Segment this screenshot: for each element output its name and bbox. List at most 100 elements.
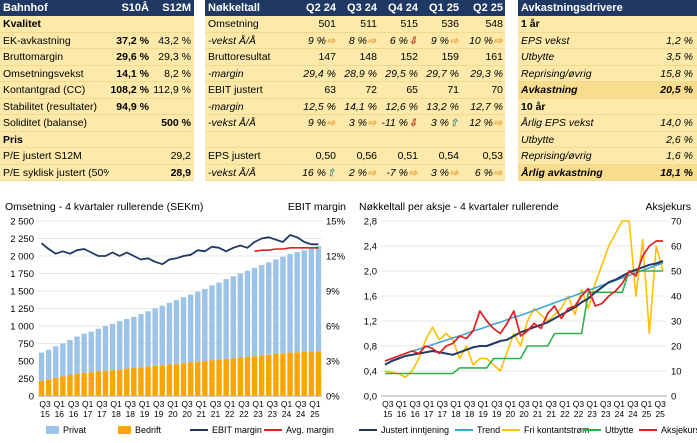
key-figure-cell: 2 %⇨ [336, 165, 377, 181]
key-figure-row: -margin 12,5 % 14,1 % 12,6 % 13,2 % 12,7 % [205, 99, 505, 115]
return-driver-label: Utbytte [521, 51, 555, 63]
quality-table-header: Bahnhof S10Å S12M [0, 0, 194, 16]
pershare-x-tick: Q3 [546, 399, 558, 409]
return-driver-row: 10 år [518, 99, 697, 115]
quality-row-label: EK-avkastning [3, 34, 71, 47]
bar-privat [131, 316, 137, 368]
key-figure-value: 29,3 % [470, 67, 503, 80]
arrow-right-icon: ⇨ [493, 118, 503, 129]
return-drivers-table: Avkastningsdrivere 1 år EPS vekst 1,2 % Utb… [518, 0, 697, 181]
return-driver-value: 2,6 % [666, 133, 693, 146]
pershare-y-tick: 2,0 [364, 267, 377, 278]
key-figure-value: 159 [441, 51, 459, 63]
return-driver-label: Reprising/øvrig [521, 67, 592, 80]
revenue-x-tick: Q3 [96, 399, 108, 409]
revenue-y-tick: 2 500 [10, 217, 34, 228]
key-figure-value: 70 [491, 84, 503, 96]
key-figure-value: 148 [359, 51, 377, 63]
per-share-chart: Nøkkeltall per aksje - 4 kvartaler rulle… [355, 200, 697, 438]
revenue-x-tick: Q1 [196, 399, 208, 409]
bar-privat [74, 336, 80, 374]
per-share-chart-svg: 0,0 0,4 0,8 1,2 1,6 2,0 2,4 2,8 0 10 20 30 40 50 60 70 Q… [359, 217, 697, 435]
company-name: Bahnhof [3, 2, 48, 14]
arrow-right-icon: ⇨ [367, 118, 377, 129]
bar-bedrift [280, 353, 286, 396]
pershare-y2-tick: 50 [671, 267, 682, 278]
col-q2-24: Q2 24 [306, 2, 336, 14]
key-figure-cell: 29,3 % [459, 66, 503, 82]
bar-bedrift [53, 377, 59, 396]
bar-bedrift [237, 357, 244, 396]
col-s12m: S12M [162, 2, 191, 14]
return-driver-value: 20,5 % [660, 84, 693, 96]
key-figure-cell [459, 132, 503, 148]
key-figure-value: 0,51 [397, 150, 418, 162]
key-figure-cell [336, 132, 377, 148]
bar-bedrift [45, 379, 52, 396]
revenue-x-tick-year: 22 [225, 409, 235, 419]
pershare-x-tick: Q1 [505, 399, 517, 409]
quality-row-s10a [109, 16, 149, 32]
revenue-x-tick-year: 23 [253, 409, 263, 419]
key-figure-row: -vekst Å/Å 16 %⇧ 2 %⇨ -7 %⇨ 3 %⇨ 6 %⇨ [205, 165, 505, 181]
pershare-x-tick-year: 16 [397, 409, 407, 419]
quality-row-s12m: 43,2 % [158, 34, 191, 47]
arrow-right-icon: ⇨ [493, 167, 503, 179]
revenue-x-tick-year: 20 [182, 409, 192, 419]
pershare-x-tick-year: 24 [615, 409, 625, 419]
pershare-x-tick: Q3 [382, 399, 394, 409]
bar-privat [251, 267, 258, 357]
key-figure-value: 2 % [348, 166, 367, 179]
key-figure-value: 12,5 % [303, 100, 336, 113]
key-figure-value: 10 % [469, 34, 493, 47]
revenue-x-tick: Q3 [68, 399, 80, 409]
bar-privat [294, 252, 300, 353]
bar-privat [53, 346, 59, 378]
bar-privat [202, 288, 208, 361]
pershare-legend-label: Aksjekurs [661, 425, 697, 435]
bar-privat [187, 294, 194, 363]
revenue-x-tick-year: 18 [126, 409, 136, 419]
key-figure-cell: 9 %⇨ [296, 115, 336, 131]
col-q1-25: Q1 25 [429, 2, 459, 14]
quality-row-s12m: 28,9 [170, 166, 191, 179]
return-driver-label: Reprising/øvrig [521, 150, 592, 162]
col-q2-25: Q2 25 [473, 2, 503, 14]
key-figure-value: 63 [324, 84, 336, 96]
bar-privat [45, 349, 52, 380]
revenue-legend-label: Bedrift [135, 425, 162, 435]
revenue-x-tick: Q1 [167, 399, 179, 409]
quality-row-label: Pris [3, 133, 23, 146]
pershare-legend-label: Trend [477, 425, 500, 435]
key-figure-cell: 29,7 % [418, 66, 459, 82]
key-figure-value: 29,7 % [426, 67, 459, 80]
bar-bedrift [81, 372, 87, 396]
key-figure-value: -11 % [381, 117, 408, 129]
pershare-x-tick-year: 15 [383, 409, 393, 419]
return-driver-row: Utbytte 2,6 % [518, 132, 697, 148]
key-figure-value: 13,2 % [426, 100, 459, 113]
key-figure-value: 28,9 % [344, 67, 377, 80]
arrow-right-icon: ⇨ [408, 167, 418, 179]
arrow-right-icon: ⇨ [449, 167, 459, 179]
key-figure-cell: 0,54 [418, 148, 459, 164]
revenue-x-tick: Q3 [153, 399, 165, 409]
key-figure-cell: 3 %⇨ [418, 165, 459, 181]
key-figure-label: EPS justert [208, 150, 261, 162]
key-figures-table: Nøkkeltall Q2 24 Q3 24 Q4 24 Q1 25 Q2 25… [205, 0, 505, 181]
bar-bedrift [95, 371, 102, 396]
pershare-x-tick-year: 19 [478, 409, 488, 419]
return-drivers-title: Avkastningsdrivere [521, 2, 623, 14]
key-figure-cell: 10 %⇨ [459, 33, 503, 49]
return-driver-label: EPS vekst [521, 34, 570, 47]
revenue-chart-y2-label: EBIT margin [287, 201, 346, 213]
bar-bedrift [258, 355, 265, 396]
revenue-legend-label: EBIT margin [212, 425, 262, 435]
pershare-y2-tick: 40 [671, 292, 682, 303]
key-figure-cell: 12,6 % [377, 99, 418, 115]
key-figure-cell [377, 132, 418, 148]
pershare-x-tick: Q3 [518, 399, 530, 409]
bar-bedrift [88, 372, 94, 396]
pershare-x-tick-year: 25 [655, 409, 665, 419]
revenue-y-tick: 500 [18, 357, 34, 368]
